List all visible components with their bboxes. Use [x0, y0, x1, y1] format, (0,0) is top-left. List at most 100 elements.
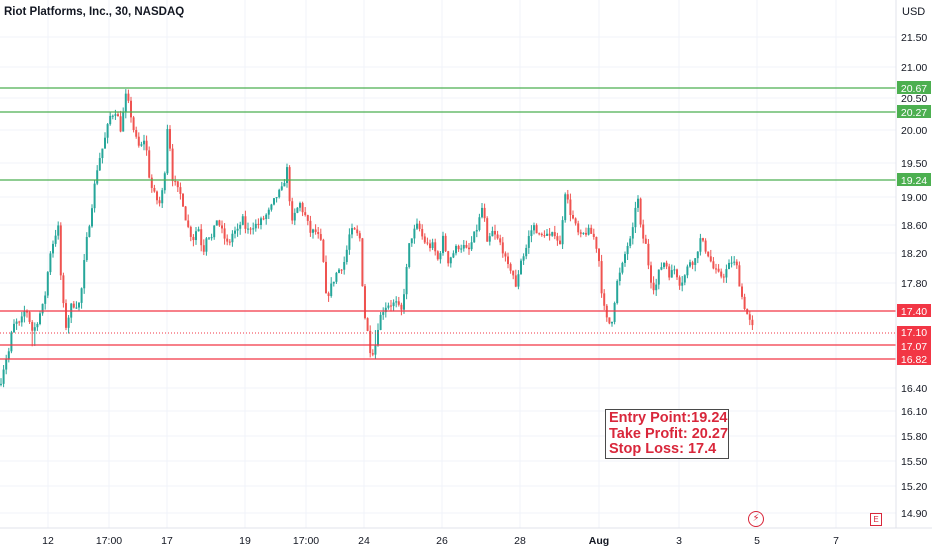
candle-body [286, 167, 288, 183]
candle-body [546, 233, 548, 236]
candle-body [644, 238, 647, 244]
candle-body [730, 262, 733, 264]
e-icon[interactable]: E [870, 513, 882, 526]
candle-body [486, 218, 489, 242]
candle-body [670, 270, 673, 278]
candlestick-series [0, 89, 754, 388]
candle-body [410, 238, 413, 244]
candle-body [254, 223, 257, 229]
candle-body [179, 187, 182, 194]
candle-body [468, 247, 470, 250]
candle-body [403, 294, 405, 310]
candle-body [317, 231, 320, 235]
level-label-bg [897, 339, 931, 352]
candle-body [496, 234, 499, 239]
candle-body [686, 266, 689, 276]
candle-body [215, 220, 218, 226]
candle-body [59, 225, 62, 276]
candle-body [603, 293, 606, 306]
candle-body [465, 244, 468, 248]
candle-body [182, 193, 184, 207]
candle-body [98, 158, 101, 171]
candle-body [678, 277, 681, 286]
x-tick-label: Aug [589, 535, 609, 547]
candle-body [379, 314, 382, 330]
candle-body [260, 218, 262, 226]
candle-body [137, 136, 140, 146]
candle-body [691, 262, 694, 265]
candle-body [681, 282, 684, 286]
y-tick-label: 15.50 [901, 456, 927, 468]
candle-body [145, 140, 148, 151]
candle-body [345, 249, 348, 262]
candle-body [527, 236, 530, 248]
candle-body [358, 233, 361, 239]
candle-body [551, 232, 554, 236]
candle-body [213, 225, 216, 238]
candle-body [616, 281, 619, 303]
candle-body [626, 245, 629, 255]
y-tick-label: 15.80 [901, 431, 927, 443]
level-label-bg [897, 352, 931, 365]
candle-body [340, 269, 343, 271]
candle-body [504, 253, 507, 257]
currency-label[interactable]: USD [902, 6, 926, 18]
level-label: 16.82 [901, 354, 927, 366]
candle-body [57, 225, 60, 236]
candle-body [577, 223, 580, 233]
candle-body [223, 228, 226, 239]
candle-body [722, 276, 725, 278]
candle-body [712, 261, 715, 269]
candle-body [132, 117, 135, 131]
grid [0, 0, 896, 528]
candle-body [117, 114, 119, 117]
candle-body [88, 226, 91, 237]
candle-body [408, 243, 411, 268]
candle-body [72, 303, 75, 308]
last-price-label-bg [897, 326, 931, 339]
candle-body [483, 207, 486, 219]
candle-body [283, 182, 286, 187]
candle-body [239, 224, 242, 229]
candle-body [26, 311, 28, 313]
candle-body [702, 238, 704, 241]
candle-body [319, 234, 322, 240]
candle-body [171, 148, 174, 182]
candle-body [127, 93, 130, 101]
y-tick-label: 17.80 [901, 278, 927, 290]
candle-body [85, 236, 88, 261]
candle-body [353, 228, 356, 230]
candle-body [218, 220, 221, 226]
candle-body [725, 269, 728, 278]
candle-body [65, 303, 67, 328]
candle-body [751, 319, 754, 326]
candle-body [590, 227, 593, 234]
candle-body [265, 214, 268, 220]
candle-body [228, 241, 231, 243]
x-tick-label: 17 [161, 535, 173, 547]
candle-body [595, 236, 598, 249]
candle-body [361, 238, 364, 287]
candle-body [717, 268, 720, 272]
candle-body [650, 265, 652, 283]
candle-body [561, 220, 564, 245]
candle-body [455, 245, 457, 254]
candle-body [293, 212, 296, 221]
y-tick-label: 18.60 [901, 220, 927, 232]
candle-body [52, 243, 54, 254]
candle-body [377, 329, 379, 346]
lightning-icon[interactable]: ⚡ [748, 511, 764, 527]
y-tick-label: 20.50 [901, 93, 927, 105]
candle-body [153, 187, 156, 192]
candle-body [413, 228, 416, 239]
level-label: 17.07 [901, 341, 927, 353]
candle-body [530, 230, 533, 237]
candle-body [478, 217, 481, 230]
candle-body [709, 256, 712, 262]
level-label: 17.40 [901, 306, 927, 318]
candle-body [374, 345, 377, 355]
level-label-bg [897, 304, 931, 317]
candle-body [683, 275, 686, 283]
